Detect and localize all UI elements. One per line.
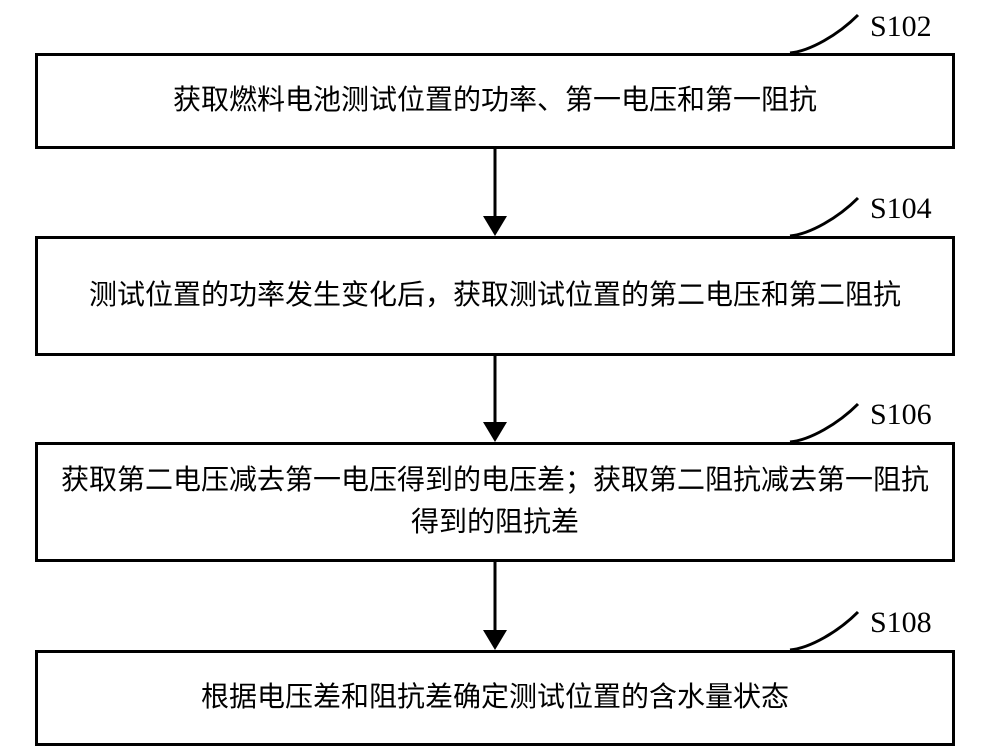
step-text: 获取燃料电池测试位置的功率、第一电压和第一阻抗 <box>173 80 817 122</box>
flowchart-canvas: 获取燃料电池测试位置的功率、第一电压和第一阻抗 S102 测试位置的功率发生变化后，… <box>0 0 1000 753</box>
step-label-s108: S108 <box>870 606 932 640</box>
flow-arrow <box>475 149 515 236</box>
leader-curve <box>790 196 864 240</box>
step-label-s106: S106 <box>870 398 932 432</box>
leader-curve <box>790 610 864 654</box>
step-label-s104: S104 <box>870 192 932 226</box>
leader-curve <box>790 13 864 57</box>
step-box-s106: 获取第二电压减去第一电压得到的电压差；获取第二阻抗减去第一阻抗得到的阻抗差 <box>35 442 955 562</box>
flow-arrow <box>475 356 515 442</box>
step-text: 根据电压差和阻抗差确定测试位置的含水量状态 <box>201 677 789 719</box>
step-text: 获取第二电压减去第一电压得到的电压差；获取第二阻抗减去第一阻抗得到的阻抗差 <box>58 460 932 544</box>
step-text: 测试位置的功率发生变化后，获取测试位置的第二电压和第二阻抗 <box>89 275 901 317</box>
step-box-s102: 获取燃料电池测试位置的功率、第一电压和第一阻抗 <box>35 53 955 149</box>
leader-curve <box>790 402 864 446</box>
step-label-s102: S102 <box>870 10 932 44</box>
flow-arrow <box>475 562 515 650</box>
step-box-s104: 测试位置的功率发生变化后，获取测试位置的第二电压和第二阻抗 <box>35 236 955 356</box>
step-box-s108: 根据电压差和阻抗差确定测试位置的含水量状态 <box>35 650 955 746</box>
